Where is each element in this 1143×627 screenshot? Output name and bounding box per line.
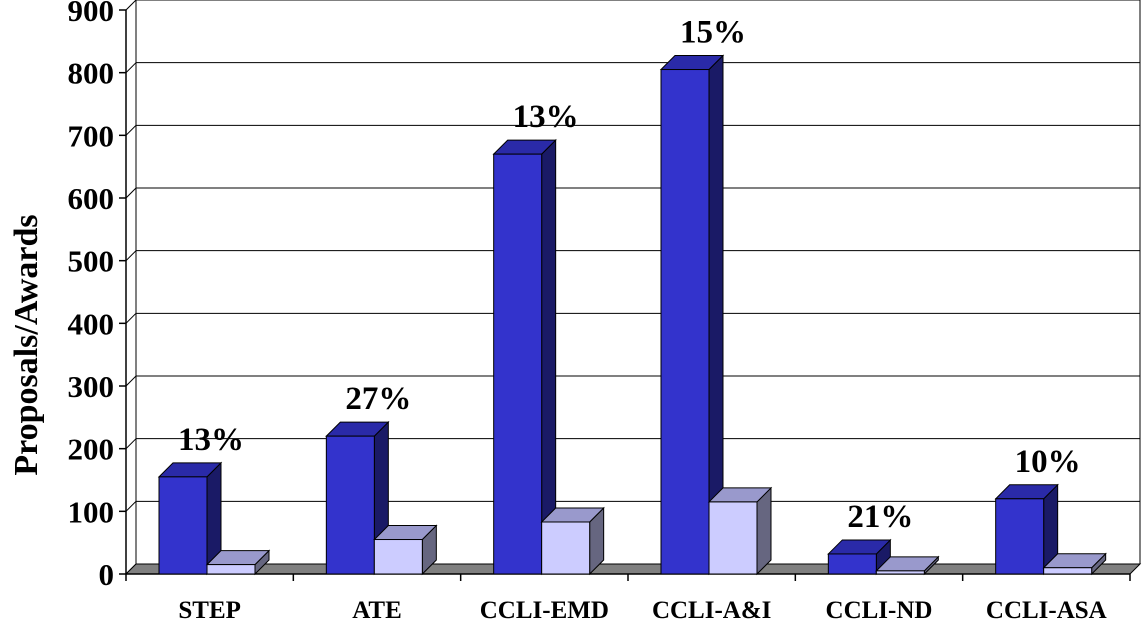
gridline-connector <box>125 375 137 387</box>
bar-awards <box>708 501 758 575</box>
bar-proposals <box>660 69 710 575</box>
bar-awards <box>875 570 925 575</box>
floor <box>124 563 1142 575</box>
percent-annotation: 27% <box>345 381 411 417</box>
y-tick-label: 200 <box>68 432 115 467</box>
y-tick-label: 500 <box>68 244 115 279</box>
bar-proposals <box>995 498 1045 575</box>
y-tick-label: 0 <box>99 557 115 592</box>
x-tick-label: STEP <box>178 597 241 624</box>
gridline-connector <box>125 187 137 199</box>
gridline-connector <box>125 312 137 324</box>
gridline-connector <box>125 124 137 136</box>
x-tick-label: CCLI-ASA <box>986 597 1107 624</box>
x-tick-label: ATE <box>352 597 402 624</box>
y-tick-label: 800 <box>68 56 115 91</box>
y-tick-label: 600 <box>68 181 115 216</box>
percent-annotation: 10% <box>1015 444 1081 480</box>
y-tick-label: 400 <box>68 306 115 341</box>
gridline-connector <box>125 62 137 74</box>
gridline-connector <box>125 250 137 262</box>
bar-proposals <box>827 553 877 575</box>
percent-annotation: 15% <box>680 15 746 51</box>
percent-annotation: 21% <box>847 499 913 535</box>
bar-proposals <box>493 153 543 575</box>
y-tick-label: 900 <box>68 0 115 28</box>
bar-proposals <box>325 435 375 575</box>
bar-awards <box>541 521 591 575</box>
gridline-connector <box>125 438 137 450</box>
x-tick-label: CCLI-A&I <box>652 597 771 624</box>
y-tick-label: 100 <box>68 494 115 529</box>
back-wall <box>126 0 1140 574</box>
bar-awards-side <box>756 486 772 576</box>
percent-annotation: 13% <box>513 99 579 135</box>
y-tick-label: 300 <box>68 369 115 404</box>
bar-proposals <box>158 476 208 575</box>
bar-proposals-side <box>541 138 557 576</box>
y-axis-label: Proposals/Awards <box>8 214 45 476</box>
x-tick-label: CCLI-EMD <box>480 597 609 624</box>
y-tick-label: 700 <box>68 118 115 153</box>
gridline-connector <box>125 0 137 11</box>
bar-awards <box>206 564 256 575</box>
x-tick-label: CCLI-ND <box>826 597 933 624</box>
bar-awards <box>1043 567 1093 575</box>
percent-annotation: 13% <box>178 422 244 458</box>
gridline-connector <box>125 500 137 512</box>
bar-awards <box>373 539 423 575</box>
